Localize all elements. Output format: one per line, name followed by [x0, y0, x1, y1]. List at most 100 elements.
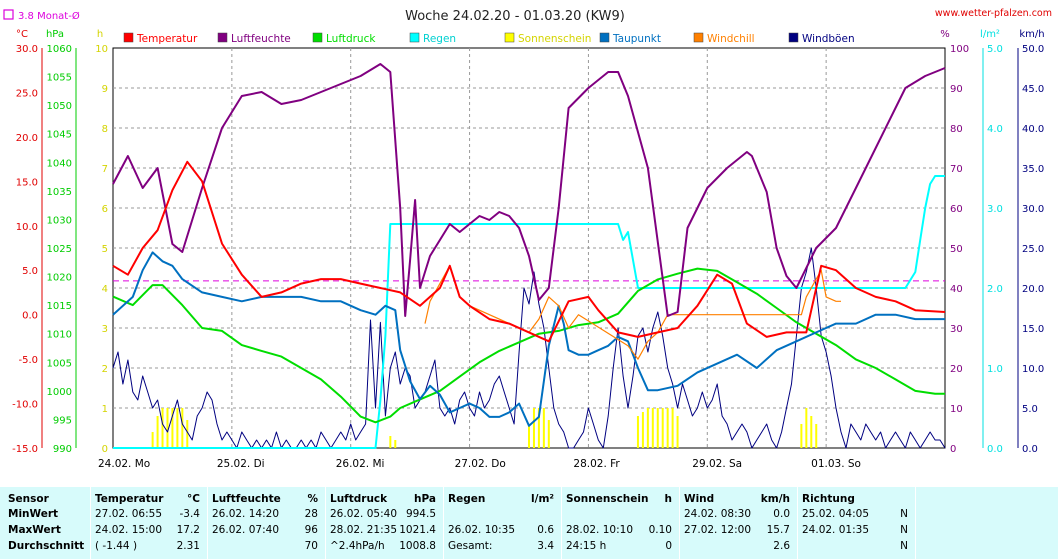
temp-tick-label: 5.0	[22, 266, 38, 277]
legend-swatch	[217, 32, 228, 43]
sunshine-bar	[547, 420, 550, 448]
sun-tick-label: 1	[102, 404, 108, 415]
sunshine-bar	[676, 416, 679, 448]
sunshine-total: 24:15 h	[566, 540, 607, 552]
sunshine-bar	[661, 408, 664, 448]
table-divider	[561, 487, 562, 559]
wind-tick-label: 35.0	[1022, 164, 1044, 175]
temp-tick-label: 20.0	[16, 133, 38, 144]
rain-unit: l/m²	[531, 493, 554, 505]
temp-min-time: 27.02. 06:55	[95, 508, 162, 520]
rain-max-value: 0.6	[537, 524, 554, 536]
grid	[113, 48, 945, 448]
axes: 30.025.020.015.010.05.00.0-5.0-10.0-15.0…	[12, 29, 1045, 455]
sun-tick-label: 10	[95, 44, 108, 55]
sunshine-bar	[532, 408, 535, 448]
row-label-sensor: Sensor	[8, 493, 49, 505]
wind-tick-label: 20.0	[1022, 284, 1044, 295]
legend-swatch	[693, 32, 704, 43]
wind-unit-label: km/h	[1019, 29, 1044, 40]
chart-title: Woche 24.02.20 - 01.03.20 (KW9)	[405, 9, 625, 24]
pressure-min-value: 994.5	[405, 508, 436, 520]
sunshine-bar	[636, 416, 639, 448]
pressure-tick-label: 1050	[47, 101, 72, 112]
temp-tick-label: 10.0	[16, 222, 38, 233]
site-link[interactable]: www.wetter-pfalzen.com	[935, 8, 1052, 19]
wind-tick-label: 30.0	[1022, 204, 1044, 215]
direction-min-time: 25.02. 04:05	[802, 508, 869, 520]
table-divider	[915, 487, 916, 559]
sunshine-bar	[528, 424, 530, 448]
wind-max-value: 15.7	[766, 524, 790, 536]
legend-swatch	[599, 32, 610, 43]
sunshine-bar	[176, 408, 179, 448]
pressure-tick-label: 1060	[47, 44, 72, 55]
pressure-avg-value: 1008.8	[399, 540, 436, 552]
sun-unit-label: h	[97, 29, 103, 40]
wind-header: Wind	[684, 493, 715, 505]
humidity-unit: %	[307, 493, 318, 505]
direction-header: Richtung	[802, 493, 855, 505]
sunshine-bar	[805, 408, 808, 448]
series-line-luftdruck	[112, 267, 945, 424]
humidity-min-time: 26.02. 14:20	[212, 508, 279, 520]
pressure-trend: ^2.4hPa/h	[330, 540, 385, 552]
sunshine-bar	[810, 416, 813, 448]
pressure-tick-label: 1035	[47, 187, 72, 198]
legend-label: Sonnenschein	[518, 33, 591, 45]
sunshine-bar	[171, 408, 174, 448]
wind-unit: km/h	[760, 493, 790, 505]
pressure-tick-label: 1045	[47, 130, 72, 141]
pressure-max-value: 1021.4	[399, 524, 436, 536]
wind-tick-label: 5.0	[1022, 404, 1038, 415]
wind-tick-label: 50.0	[1022, 44, 1044, 55]
wind-avg-value: 2.6	[773, 540, 790, 552]
sunshine-bar	[156, 416, 159, 448]
sunshine-bar	[389, 436, 392, 448]
sunshine-bar	[656, 408, 659, 448]
sun-tick-label: 2	[102, 364, 108, 375]
x-tick-label: 28.02. Fr	[573, 458, 620, 470]
legend-label: Temperatur	[136, 33, 198, 45]
sunshine-bar	[394, 440, 397, 448]
table-divider	[797, 487, 798, 559]
weekly-weather-chart: Woche 24.02.20 - 01.03.20 (KW9) www.wett…	[3, 8, 1052, 470]
table-divider	[679, 487, 680, 559]
pressure-unit: hPa	[414, 493, 436, 505]
monthly-avg-legend-box	[3, 9, 14, 20]
humidity-tick-label: 20	[950, 364, 963, 375]
series-line-temperatur	[112, 160, 946, 343]
sun-tick-label: 5	[102, 244, 108, 255]
direction-min-value: N	[900, 508, 908, 520]
temp-tick-label: 15.0	[16, 177, 38, 188]
legend: Temperatur Luftfeuchte Luftdruck Regen Sonne…	[123, 32, 855, 45]
temp-unit: °C	[187, 493, 200, 505]
legend-label: Windböen	[802, 33, 855, 45]
pressure-tick-label: 1000	[47, 387, 72, 398]
table-divider	[90, 487, 91, 559]
sun-tick-label: 7	[102, 164, 108, 175]
temp-tick-label: 25.0	[16, 88, 38, 99]
row-label-min: MinWert	[8, 508, 59, 520]
wind-min-value: 0.0	[773, 508, 790, 520]
wind-tick-label: 15.0	[1022, 324, 1044, 335]
rain-tick-label: 1.0	[987, 364, 1003, 375]
series-line-luftfeuchte	[112, 63, 946, 317]
legend-label: Regen	[423, 33, 456, 45]
pressure-tick-label: 1030	[47, 215, 72, 226]
temp-max-value: 17.2	[176, 524, 200, 536]
temp-avg-value: 2.31	[176, 540, 200, 552]
pressure-tick-label: 1055	[47, 73, 72, 84]
sunshine-bar	[800, 424, 803, 448]
temp-min-value: -3.4	[179, 508, 201, 520]
pressure-tick-label: 990	[53, 444, 72, 455]
direction-max-value: N	[900, 524, 908, 536]
table-divider	[325, 487, 326, 559]
humidity-unit-label: %	[940, 29, 950, 40]
humidity-max-value: 96	[304, 524, 318, 536]
pressure-tick-label: 1005	[47, 358, 72, 369]
wind-tick-label: 45.0	[1022, 84, 1044, 95]
rain-tick-label: 3.0	[987, 204, 1003, 215]
wind-max-time: 27.02. 12:00	[684, 524, 751, 536]
x-tick-label: 25.02. Di	[217, 458, 265, 470]
